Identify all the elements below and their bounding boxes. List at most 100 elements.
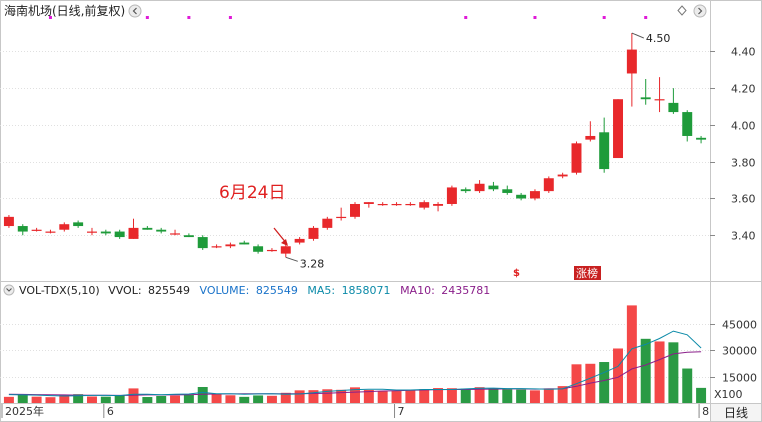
volume-bar-up — [294, 390, 305, 403]
candle-body — [294, 238, 305, 243]
candle-body — [100, 231, 111, 234]
candle-up — [626, 33, 637, 107]
candle-body — [363, 202, 374, 204]
candle-body — [197, 237, 208, 249]
volume-bar-up — [86, 396, 97, 403]
candle-body — [350, 203, 360, 217]
event-marker — [187, 16, 191, 19]
candle-down — [73, 220, 84, 228]
price-tick-label: 4.20 — [731, 83, 756, 96]
volume-bars — [3, 305, 707, 403]
chevron-right-icon[interactable] — [693, 4, 707, 18]
candle-body — [529, 191, 540, 199]
candle-body — [59, 224, 70, 230]
candle-up — [3, 215, 14, 228]
candle-down — [640, 78, 651, 105]
volume-bar-up — [474, 387, 485, 403]
candle-down — [599, 117, 610, 173]
candle-up — [391, 202, 402, 206]
candle-down — [488, 181, 499, 192]
legend-vvol-value: 825549 — [148, 284, 190, 297]
candle-up — [543, 176, 554, 193]
x-axis-label: 7 — [398, 405, 405, 418]
event-marker — [602, 16, 606, 19]
candle-down — [668, 88, 679, 114]
candle-body — [308, 227, 319, 239]
date-annotation: 6月24日 — [219, 183, 285, 203]
volume-axis-ticks: 15000 30000 45000 — [710, 319, 757, 385]
volume-legend: VOL-TDX(5,10) VVOL: 825549 VOLUME: 82554… — [3, 284, 490, 297]
volume-bar-down — [488, 388, 499, 403]
legend-collapse-icon[interactable] — [3, 284, 15, 296]
volume-bar-down — [516, 389, 527, 403]
candle-body — [156, 229, 167, 232]
event-marker — [145, 16, 149, 19]
candle-down — [156, 227, 167, 234]
chevron-left-icon[interactable] — [128, 4, 142, 18]
volume-bar-up — [557, 386, 568, 403]
volume-bar-up — [170, 395, 181, 403]
volume-bar-down — [100, 396, 111, 403]
candle-down — [197, 235, 208, 250]
volume-bar-up — [31, 396, 42, 403]
volume-bar-up — [266, 395, 277, 403]
svg-text:4.50: 4.50 — [646, 32, 671, 45]
candle-body — [599, 132, 610, 170]
period-button[interactable]: 日线 — [711, 404, 761, 421]
legend-ma5-label: MA5: — [307, 284, 335, 297]
candle-up — [363, 202, 374, 208]
badge-dollar: $ — [513, 268, 520, 279]
candle-body — [419, 202, 430, 208]
x-axis-label: 6 — [107, 405, 114, 418]
high-price-label: 4.50 — [631, 32, 671, 45]
candle-up — [266, 248, 277, 252]
diamond-icon[interactable] — [677, 5, 687, 16]
candle-body — [211, 246, 222, 248]
price-tick-label: 4.00 — [731, 120, 756, 133]
candle-body — [3, 216, 14, 227]
annotation-arrow — [273, 227, 288, 246]
x-axis-labels: 2025年 6 7 8 — [1, 404, 709, 418]
price-tick-label: 3.40 — [731, 230, 756, 243]
event-marker — [228, 16, 232, 19]
candle-body — [86, 231, 97, 233]
price-tick-label: 4.40 — [731, 46, 756, 59]
candle-down — [183, 233, 194, 238]
candle-body — [183, 235, 194, 238]
candle-body — [668, 102, 679, 113]
volume-bar-down — [460, 388, 471, 403]
candle-body — [488, 185, 499, 190]
volume-bar-up — [308, 390, 319, 403]
candle-body — [516, 194, 527, 199]
candle-body — [474, 183, 485, 192]
candle-up — [280, 244, 291, 258]
candle-up — [336, 207, 347, 221]
price-tick-label: 3.60 — [731, 193, 756, 206]
candle-body — [682, 112, 693, 136]
candle-body — [640, 97, 651, 100]
candle-up — [529, 189, 540, 201]
candle-down — [682, 110, 693, 142]
price-grid — [0, 51, 710, 236]
volume-bar-down — [114, 395, 125, 403]
volume-bar-up — [391, 391, 402, 403]
svg-text:3.28: 3.28 — [300, 257, 325, 270]
legend-volume-value: 825549 — [256, 284, 298, 297]
candle-body — [17, 226, 28, 232]
candle-up — [557, 172, 568, 179]
volume-bar-up — [350, 387, 360, 403]
volume-bar-down — [17, 394, 28, 403]
volume-bar-up — [336, 389, 347, 403]
x-axis-label: 8 — [702, 405, 709, 418]
volume-tick-label: 45000 — [722, 319, 757, 332]
volume-bar-up — [322, 389, 333, 403]
volume-bar-up — [446, 388, 457, 403]
candle-down — [100, 229, 111, 236]
candle-body — [377, 203, 388, 206]
candle-up — [585, 121, 596, 142]
legend-indicator: VOL-TDX(5,10) — [19, 284, 100, 297]
volume-bar-up — [45, 397, 56, 403]
volume-bar-up — [225, 395, 236, 403]
candle-body — [253, 246, 264, 252]
volume-bar-up — [59, 394, 70, 403]
